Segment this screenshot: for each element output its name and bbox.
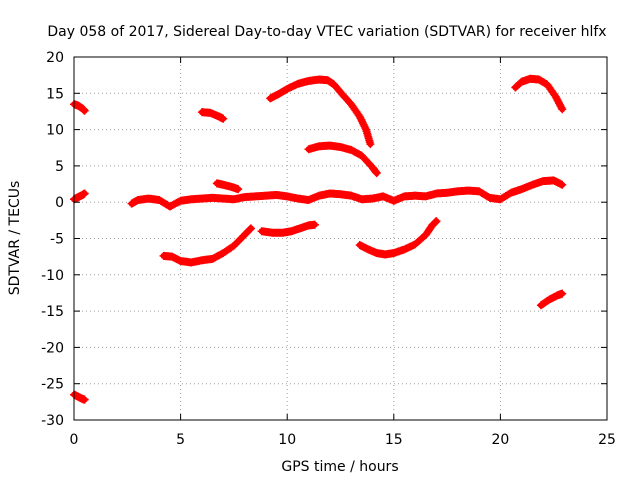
series-arc-7 xyxy=(304,141,381,178)
y-tick-label: -10 xyxy=(41,268,64,284)
data-point xyxy=(558,105,567,114)
series-arc-top-right xyxy=(511,74,567,114)
chart-title: Day 058 of 2017, Sidereal Day-to-day VTE… xyxy=(47,24,606,40)
x-tick-label: 10 xyxy=(278,432,296,448)
series-arc-near-zero-left xyxy=(70,189,89,204)
series-arc-main-zero xyxy=(127,176,567,211)
x-tick-label: 15 xyxy=(385,432,403,448)
x-tick-label: 0 xyxy=(70,432,79,448)
series-arc-big-hump xyxy=(266,75,375,149)
data-point xyxy=(80,395,89,404)
data-point xyxy=(366,140,375,149)
data-point xyxy=(557,103,566,112)
y-tick-label: -30 xyxy=(41,413,64,429)
x-tick-label: 20 xyxy=(491,432,509,448)
data-point xyxy=(558,180,567,189)
y-tick-label: -15 xyxy=(41,304,64,320)
series-arc-dip-left xyxy=(159,224,255,267)
y-tick-label: 0 xyxy=(55,195,64,211)
x-tick-label: 5 xyxy=(176,432,185,448)
y-tick-label: -20 xyxy=(41,340,64,356)
series-arc-12 xyxy=(197,108,228,123)
data-point xyxy=(432,217,441,226)
y-tick-label: 10 xyxy=(46,123,64,139)
series-arc-dip-right xyxy=(355,217,441,259)
series-arc-bottom-left xyxy=(70,390,89,404)
y-tick-label: -5 xyxy=(50,232,64,248)
series-arc-bottom-right xyxy=(536,289,567,310)
series-arc-3 xyxy=(212,179,243,194)
y-tick-label: 5 xyxy=(55,159,64,175)
data-point xyxy=(245,225,254,234)
data-point xyxy=(80,189,89,198)
series-arc-top-left xyxy=(70,100,89,115)
data-point xyxy=(234,185,243,194)
plot-frame xyxy=(73,56,608,421)
series-arc-dip-mid xyxy=(257,220,319,237)
y-tick-label: 15 xyxy=(46,86,64,102)
y-tick-label: -25 xyxy=(41,377,64,393)
data-point xyxy=(310,220,319,229)
data-points xyxy=(70,74,567,404)
grid xyxy=(74,57,607,420)
y-tick-label: 20 xyxy=(46,50,64,66)
data-point xyxy=(372,169,381,178)
data-point xyxy=(80,106,89,115)
axis-ticks: 0 5 10 15 20 25 -30 -25 -20 -15 -10 -5 0 5 10 15 20 xyxy=(41,50,616,448)
y-axis-label: SDTVAR / TECUs xyxy=(7,181,23,296)
x-axis-label: GPS time / hours xyxy=(281,459,398,475)
x-tick-label: 25 xyxy=(598,432,616,448)
data-point xyxy=(361,123,370,132)
data-point xyxy=(246,224,255,233)
data-point xyxy=(246,225,255,234)
data-point xyxy=(219,114,228,123)
data-point xyxy=(558,289,567,298)
